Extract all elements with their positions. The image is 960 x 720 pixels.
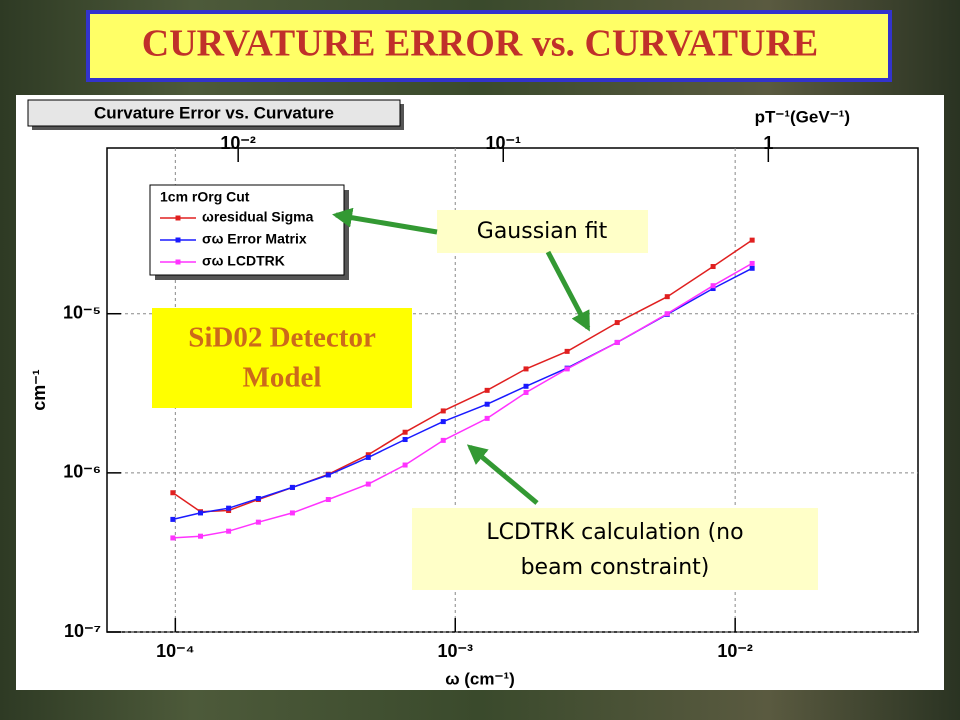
series-line <box>172 262 753 539</box>
chart-title: Curvature Error vs. Curvature <box>94 103 334 122</box>
data-point <box>325 497 331 503</box>
x-tick-label: 10⁻² <box>717 641 753 661</box>
data-point <box>664 294 670 300</box>
legend-label: σω Error Matrix <box>202 231 307 247</box>
data-point <box>197 510 203 516</box>
data-point <box>289 484 295 490</box>
y-tick-label: 10⁻⁵ <box>63 302 101 322</box>
data-point <box>365 481 371 487</box>
annotation: beam constraint) <box>521 555 710 580</box>
data-point <box>440 437 446 443</box>
data-point <box>255 519 261 525</box>
data-point <box>523 389 529 395</box>
data-point <box>402 462 408 468</box>
y-axis-label: cm⁻¹ <box>29 369 49 411</box>
annotation: LCDTRK calculation (no <box>486 520 743 545</box>
legend-marker <box>175 237 181 243</box>
data-point <box>170 490 176 496</box>
x-tick-label: 10⁻³ <box>437 641 473 661</box>
annotation: SiD02 Detector <box>188 322 376 354</box>
series-line <box>172 239 753 513</box>
x2-axis-label: pT⁻¹(GeV⁻¹) <box>755 107 850 126</box>
arrows <box>332 207 591 505</box>
data-point <box>255 496 261 502</box>
slide-title: CURVATURE ERROR vs. CURVATURE <box>142 23 819 65</box>
data-point <box>325 472 331 478</box>
data-point <box>365 454 371 460</box>
data-point <box>614 339 620 345</box>
arrow <box>332 207 438 235</box>
annotation-box <box>152 308 412 408</box>
x-tick-label: 10⁻⁴ <box>156 641 194 661</box>
legend-marker <box>175 259 181 265</box>
data-point <box>564 348 570 354</box>
y-tick-label: 10⁻⁶ <box>63 462 101 482</box>
y-tick-label: 10⁻⁷ <box>64 621 101 641</box>
data-point <box>402 437 408 443</box>
data-point <box>710 283 716 289</box>
legend: 1cm rOrg Cut ωresidual Sigma σω Error Mat… <box>149 184 349 280</box>
legend-box <box>149 184 345 276</box>
title-box <box>86 10 892 82</box>
annotation: Model <box>243 362 322 394</box>
chart-title-box <box>27 99 401 127</box>
legend-label: ωresidual Sigma <box>202 209 314 225</box>
annotation-box <box>412 508 818 590</box>
data-point <box>614 320 620 326</box>
legend-title: 1cm rOrg Cut <box>160 189 250 205</box>
x2-tick-label: 10⁻² <box>220 133 256 153</box>
data-point <box>440 408 446 414</box>
annotation-box <box>437 210 648 253</box>
data-point <box>402 429 408 435</box>
data-point <box>484 387 490 393</box>
data-point <box>484 415 490 421</box>
data-point <box>749 237 755 243</box>
data-point <box>710 264 716 270</box>
data-point <box>523 366 529 372</box>
data-point <box>440 419 446 425</box>
data-point <box>564 366 570 372</box>
data-point <box>226 505 232 511</box>
arrow <box>545 250 591 332</box>
data-point <box>484 401 490 407</box>
x-axis-label: ω (cm⁻¹) <box>445 669 515 688</box>
data-point <box>523 383 529 389</box>
x2-tick-label: 10⁻¹ <box>485 133 521 153</box>
arrow <box>466 444 539 505</box>
data-point <box>710 286 716 292</box>
legend-label: σω LCDTRK <box>202 253 285 269</box>
data-point <box>289 510 295 516</box>
data-point <box>170 535 176 541</box>
data-point <box>226 528 232 534</box>
data-point <box>365 452 371 458</box>
data-point <box>170 516 176 522</box>
legend-marker <box>175 215 181 221</box>
x2-tick-label: 1 <box>763 133 773 153</box>
data-point <box>197 533 203 539</box>
data-point <box>749 265 755 271</box>
annotation: Gaussian fit <box>477 219 608 244</box>
data-point <box>664 311 670 317</box>
data-point <box>749 260 755 266</box>
